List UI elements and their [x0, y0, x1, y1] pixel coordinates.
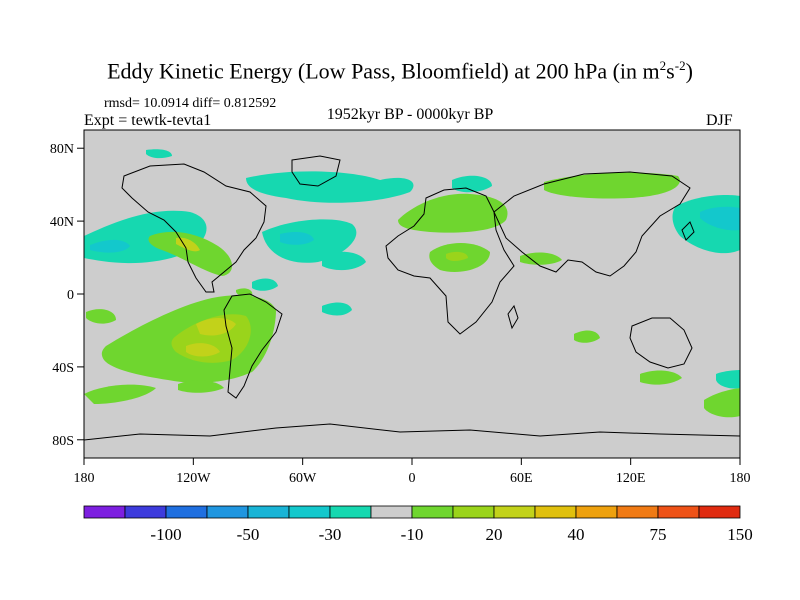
colorbar-label: 150	[727, 525, 753, 544]
lon-tick-label: 0	[409, 471, 416, 486]
colorbar-swatch	[124, 505, 167, 519]
plot-title: Eddy Kinetic Energy (Low Pass, Bloomfiel…	[107, 58, 693, 84]
coast-australia	[629, 317, 693, 369]
colorbar-label: -100	[150, 525, 181, 544]
colorbar-swatch	[575, 505, 618, 519]
colorbar-swatch	[616, 505, 659, 519]
colorbar-swatch	[370, 505, 413, 519]
season-label: DJF	[706, 112, 733, 129]
lon-tick-label: 120W	[176, 471, 211, 486]
lat-tick-label: 80S	[52, 434, 74, 449]
anomaly-north-africa-core	[446, 251, 468, 261]
colorbar: -100 -50 -30 -10 20 40 75 150	[83, 505, 753, 544]
lat-tick-label: 40N	[50, 215, 74, 230]
longitude-axis: 180 120W 60W 0 60E 120E 180	[74, 458, 751, 486]
coast-asia	[493, 171, 691, 277]
coast-africa-europe	[385, 187, 515, 335]
colorbar-label: -50	[237, 525, 260, 544]
colorbar-label: -10	[401, 525, 424, 544]
coast-madagascar	[507, 304, 519, 330]
lat-tick-label: 80N	[50, 142, 74, 157]
lat-tick-label: 0	[67, 288, 74, 303]
lon-tick-label: 180	[730, 471, 751, 486]
colorbar-swatch	[411, 505, 454, 519]
coast-greenland	[291, 155, 341, 187]
anomaly-china	[520, 252, 562, 265]
colorbar-swatch	[329, 505, 372, 519]
lat-tick-label: 40S	[52, 361, 74, 376]
colorbar-label: 40	[568, 525, 585, 544]
colorbar-swatch	[452, 505, 495, 519]
anomaly-south-australia-east	[704, 388, 740, 418]
colorbar-swatch	[165, 505, 208, 519]
anomaly-north-atlantic-core	[280, 232, 314, 245]
coast-antarctica	[84, 423, 740, 441]
map-area	[83, 129, 741, 459]
colorbar-swatch	[698, 505, 741, 519]
anomaly-north-pacific-east-core	[700, 206, 740, 231]
lon-tick-label: 180	[74, 471, 95, 486]
latitude-axis: 80N 40N 0 40S 80S	[50, 142, 84, 449]
lon-tick-label: 120E	[616, 471, 646, 486]
anomaly-fields	[84, 149, 740, 441]
colorbar-swatch	[534, 505, 577, 519]
anomaly-south-pacific-lobe-2	[178, 380, 224, 393]
colorbar-swatch	[206, 505, 249, 519]
anomaly-north-pacific-jet	[148, 231, 233, 276]
anomaly-south-pacific-lobe	[84, 384, 156, 404]
period-label: 1952kyr BP - 0000kyr BP	[326, 106, 494, 123]
colorbar-swatch	[288, 505, 331, 519]
anomaly-south-indian	[640, 370, 682, 385]
anomaly-north-pacific-core	[90, 239, 130, 253]
anomaly-north-america-north	[246, 171, 414, 203]
anomaly-south-indian-2	[574, 330, 600, 343]
anomaly-south-pacific-core-2	[186, 343, 220, 357]
anomaly-arctic	[146, 149, 172, 159]
stats-label: rmsd= 10.0914 diff= 0.812592	[104, 96, 277, 111]
colorbar-label: 75	[650, 525, 667, 544]
colorbar-label: -30	[319, 525, 342, 544]
lon-tick-label: 60E	[510, 471, 533, 486]
anomaly-south-atlantic	[322, 302, 352, 316]
experiment-label: Expt = tewtk-tevta1	[84, 112, 212, 129]
lon-tick-label: 60W	[289, 471, 317, 486]
coast-japan	[681, 221, 695, 241]
coast-north-america	[121, 163, 267, 293]
anomaly-north-eurasia	[544, 172, 680, 199]
colorbar-swatch	[247, 505, 290, 519]
anomaly-tropical-pacific-east	[252, 278, 278, 291]
anomaly-southern-ocean-cyan	[716, 370, 740, 389]
colorbar-swatch	[657, 505, 700, 519]
coastlines	[84, 155, 740, 441]
coast-south-america	[223, 293, 283, 399]
anomaly-subtropical-atlantic	[322, 251, 366, 271]
colorbar-swatch	[83, 505, 126, 519]
colorbar-label: 20	[486, 525, 503, 544]
colorbar-swatch	[493, 505, 536, 519]
anomaly-south-pacific-west	[86, 309, 116, 324]
